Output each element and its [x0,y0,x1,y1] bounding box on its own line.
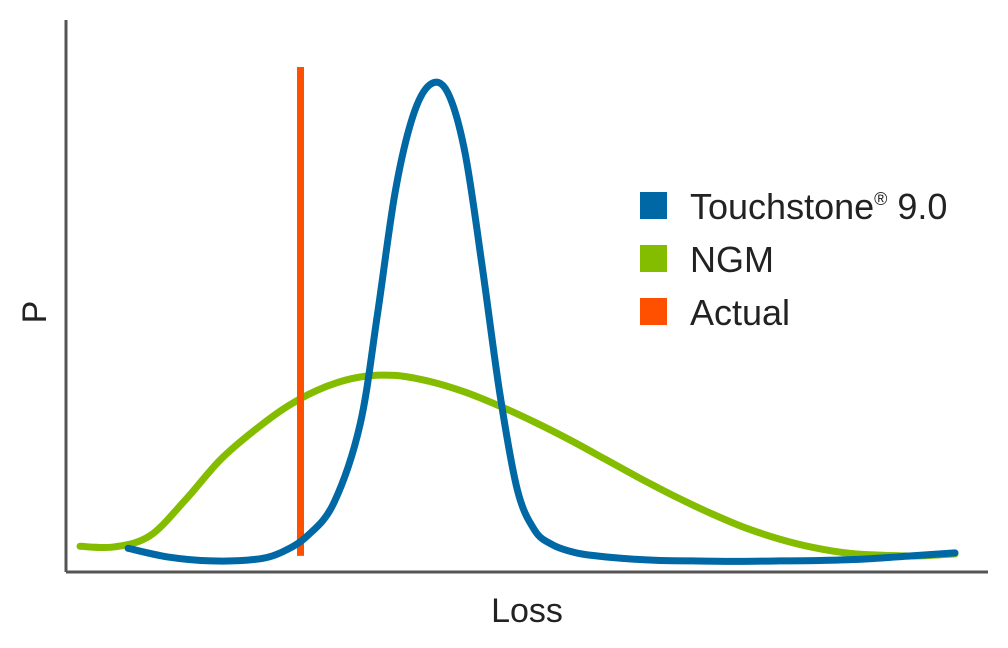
legend-label-actual: Actual [690,292,790,333]
y-axis-label: P [16,301,54,324]
legend-swatch-ngm [640,245,667,272]
legend-label-ngm: NGM [690,239,774,280]
series-line-touchstone [124,78,959,565]
legend-swatch-touchstone [640,192,667,219]
series-line-ngm [76,371,959,560]
x-axis-label: Loss [491,592,563,630]
series-layer [76,67,959,565]
legend: Touchstone® 9.0 NGM Actual [640,186,947,333]
legend-swatch-actual [640,298,667,325]
legend-label-touchstone: Touchstone® 9.0 [690,186,947,227]
